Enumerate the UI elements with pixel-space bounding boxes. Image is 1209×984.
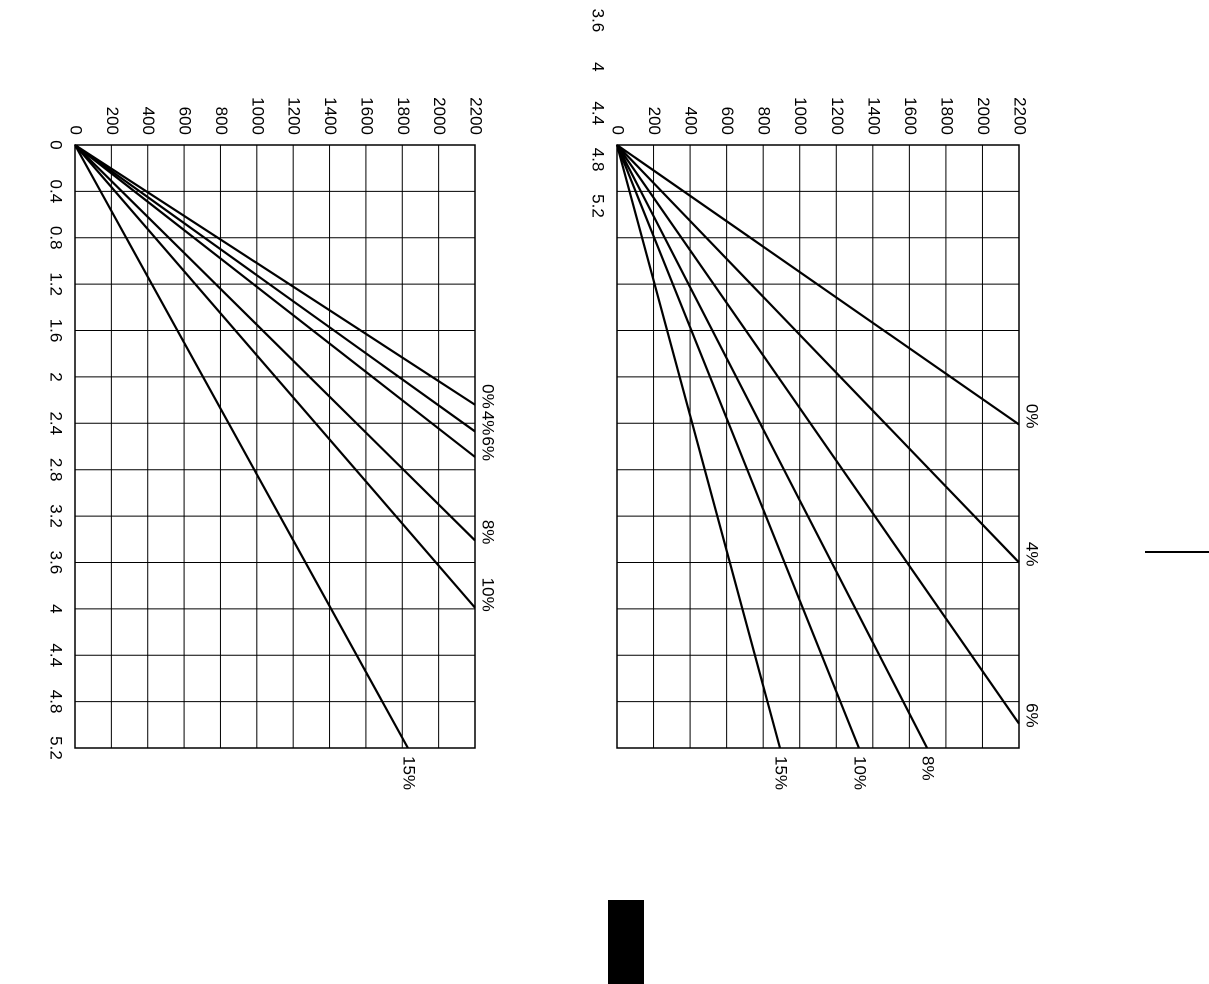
y-tick-label: 400 — [139, 107, 158, 135]
x-tick-label: 2.4 — [47, 411, 66, 435]
y-tick-label: 1000 — [248, 97, 267, 135]
y-tick-label: 1600 — [357, 97, 376, 135]
x-tick-label: 3.2 — [47, 504, 66, 528]
y-tick-label: 200 — [103, 107, 122, 135]
series-line — [616, 144, 1020, 564]
plot-frame — [74, 144, 476, 749]
series-line — [74, 144, 409, 749]
series-line — [74, 144, 476, 433]
series-label: 6% — [1023, 703, 1042, 728]
series-label: 10% — [479, 578, 498, 612]
series-line — [615, 144, 860, 749]
y-tick-label: 600 — [718, 107, 737, 135]
series-label: 15% — [399, 756, 418, 790]
y-tick-label: 1400 — [864, 97, 883, 135]
y-tick-label: 1600 — [901, 97, 920, 135]
x-tick-label: 4 — [47, 604, 66, 613]
y-tick-label: 400 — [682, 107, 701, 135]
x-tick-label: 2 — [47, 372, 66, 381]
x-tick-label: 3.6 — [589, 9, 608, 33]
y-tick-label: 0 — [609, 126, 628, 135]
series-line — [616, 144, 1020, 426]
y-tick-label: 2000 — [974, 97, 993, 135]
x-tick-label: 4.8 — [589, 148, 608, 172]
series-label: 15% — [772, 756, 791, 790]
series-label: 6% — [479, 436, 498, 461]
series-label: 4% — [479, 411, 498, 436]
x-tick-label: 2.8 — [47, 458, 66, 482]
series-label: 0% — [1023, 404, 1042, 429]
y-tick-label: 2200 — [467, 97, 486, 135]
series-label: 0% — [479, 384, 498, 409]
y-tick-label: 200 — [645, 107, 664, 135]
plot-frame — [616, 144, 1020, 749]
x-tick-label: 0.8 — [47, 226, 66, 250]
y-tick-label: 2200 — [1011, 97, 1030, 135]
x-tick-label: 4.4 — [47, 643, 66, 667]
y-tick-label: 0 — [67, 126, 86, 135]
y-tick-label: 2000 — [430, 97, 449, 135]
series-line — [74, 144, 476, 458]
series-line — [616, 144, 929, 749]
y-tick-label: 1000 — [791, 97, 810, 135]
series-line — [74, 144, 476, 406]
y-tick-label: 1200 — [828, 97, 847, 135]
series-label: 4% — [1023, 542, 1042, 567]
series-line — [74, 144, 476, 542]
x-tick-label: 3.6 — [47, 551, 66, 575]
x-tick-label: 1.2 — [47, 272, 66, 296]
x-tick-label: 0 — [47, 140, 66, 149]
series-line — [615, 144, 782, 749]
series-label: 8% — [919, 756, 938, 781]
x-tick-label: 4.4 — [589, 101, 608, 125]
x-tick-label: 4.8 — [47, 690, 66, 714]
x-tick-label: 1.6 — [47, 319, 66, 343]
x-tick-label: 5.2 — [589, 194, 608, 218]
y-tick-label: 1200 — [285, 97, 304, 135]
y-tick-label: 600 — [176, 107, 195, 135]
series-line — [616, 144, 1020, 725]
x-tick-label: 4 — [589, 62, 608, 71]
y-tick-label: 1800 — [394, 97, 413, 135]
series-label: 10% — [850, 756, 869, 790]
series-line — [74, 144, 476, 609]
x-tick-label: 5.2 — [47, 736, 66, 760]
y-tick-label: 1800 — [937, 97, 956, 135]
x-tick-label: 0.4 — [47, 180, 66, 204]
black-block — [608, 900, 644, 984]
y-tick-label: 800 — [212, 107, 231, 135]
series-label: 8% — [479, 520, 498, 545]
y-tick-label: 1400 — [321, 97, 340, 135]
y-tick-label: 800 — [755, 107, 774, 135]
